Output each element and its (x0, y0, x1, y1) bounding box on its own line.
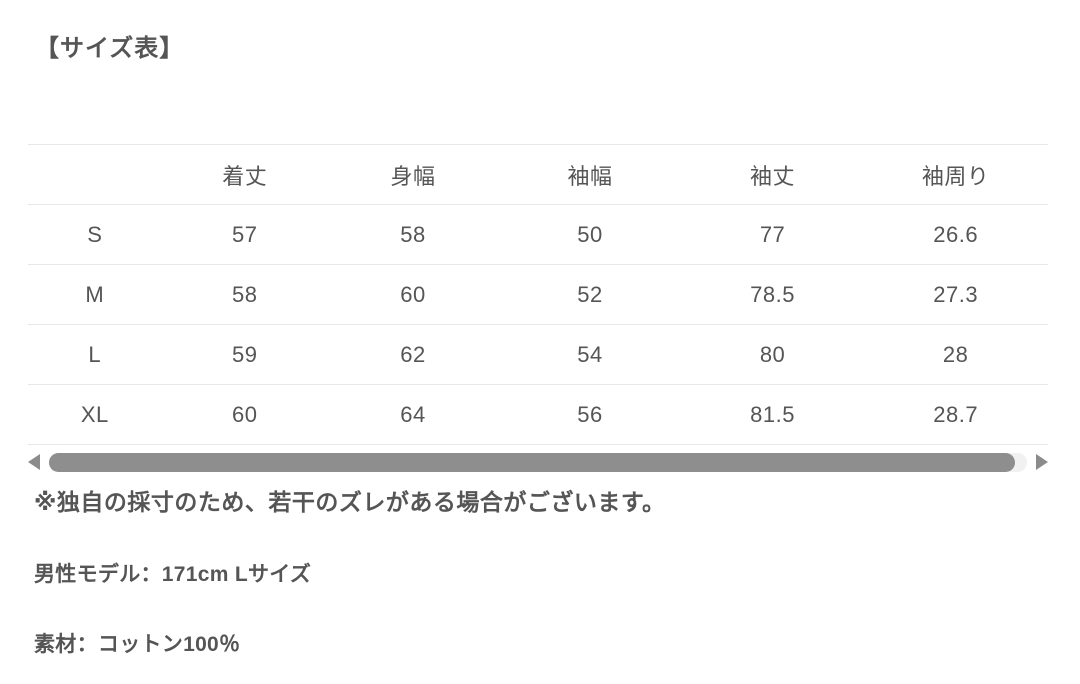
value-cell: 28 (863, 324, 1048, 385)
table-row: L 59 62 54 80 28 (28, 324, 1048, 385)
value-cell: 54 (498, 324, 682, 385)
table-row: XL 60 64 56 81.5 28.7 (28, 384, 1048, 445)
value-cell: 26.6 (863, 204, 1048, 265)
header-cell-sleeve-round: 袖周り (863, 144, 1048, 205)
scrollbar-track[interactable] (49, 452, 1027, 472)
size-table-container: 着丈 身幅 袖幅 袖丈 袖周り S 57 58 50 77 26.6 M 58 … (28, 144, 1048, 445)
value-cell: 52 (498, 264, 682, 325)
value-cell: 56 (498, 384, 682, 445)
size-label: S (28, 204, 162, 265)
value-cell: 58 (327, 204, 499, 265)
value-cell: 62 (327, 324, 499, 385)
page-title: 【サイズ表】 (35, 35, 185, 62)
table-header-row: 着丈 身幅 袖幅 袖丈 袖周り (28, 144, 1048, 205)
horizontal-scrollbar[interactable] (28, 450, 1048, 474)
value-cell: 80 (681, 324, 864, 385)
header-cell-body-length: 着丈 (161, 144, 328, 205)
value-cell: 58 (161, 264, 328, 325)
header-cell-size (28, 144, 162, 205)
value-cell: 77 (681, 204, 864, 265)
value-cell: 60 (161, 384, 328, 445)
value-cell: 78.5 (681, 264, 864, 325)
scrollbar-thumb[interactable] (49, 452, 1016, 472)
size-table: 着丈 身幅 袖幅 袖丈 袖周り S 57 58 50 77 26.6 M 58 … (28, 144, 1048, 445)
header-cell-sleeve-width: 袖幅 (498, 144, 682, 205)
value-cell: 50 (498, 204, 682, 265)
material-info-note: 素材：コットン100％ (34, 633, 241, 656)
value-cell: 64 (327, 384, 499, 445)
header-cell-sleeve-length: 袖丈 (681, 144, 864, 205)
value-cell: 27.3 (863, 264, 1048, 325)
measurement-disclaimer-note: ※独自の採寸のため、若干のズレがある場合がございます。 (34, 489, 666, 515)
header-cell-body-width: 身幅 (327, 144, 499, 205)
size-label: XL (28, 384, 162, 445)
table-row: M 58 60 52 78.5 27.3 (28, 264, 1048, 325)
model-info-note: 男性モデル：171cm Lサイズ (34, 563, 312, 586)
value-cell: 28.7 (863, 384, 1048, 445)
value-cell: 60 (327, 264, 499, 325)
size-label: L (28, 324, 162, 385)
table-row: S 57 58 50 77 26.6 (28, 204, 1048, 265)
scroll-left-icon[interactable] (28, 454, 40, 470)
value-cell: 81.5 (681, 384, 864, 445)
scroll-right-icon[interactable] (1036, 454, 1048, 470)
value-cell: 59 (161, 324, 328, 385)
value-cell: 57 (161, 204, 328, 265)
size-label: M (28, 264, 162, 325)
